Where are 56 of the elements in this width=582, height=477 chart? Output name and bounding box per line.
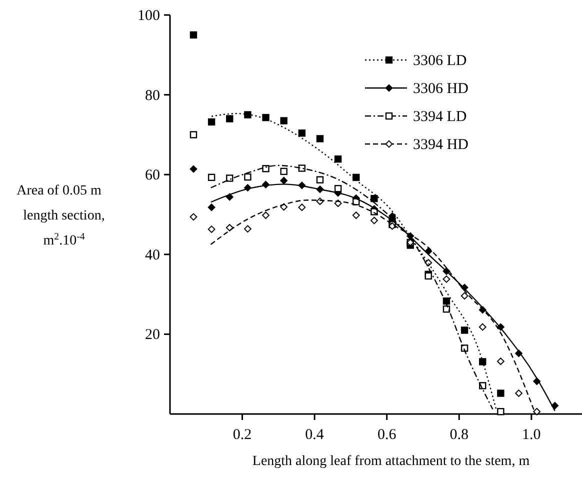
point (316, 135, 324, 142)
point (244, 225, 252, 233)
legend-label: 3306 HD (413, 81, 469, 97)
x-tick-label: 1.0 (522, 427, 541, 443)
point (208, 174, 216, 181)
point (352, 212, 360, 219)
x-axis-title: Length along leaf from attachment to the stem, m (252, 454, 530, 469)
y-tick-label: 80 (145, 88, 160, 104)
point (190, 213, 198, 221)
point (515, 390, 522, 397)
point (298, 164, 306, 172)
point (334, 155, 342, 163)
y-tick-label: 60 (145, 168, 160, 184)
x-tick-label: 0.8 (450, 427, 468, 443)
point (262, 165, 270, 172)
point (262, 114, 270, 122)
point (208, 118, 216, 126)
legend-label: 3394 HD (413, 137, 469, 153)
point (533, 408, 541, 416)
point (208, 204, 216, 212)
point (280, 117, 288, 124)
y-axis-title: Area of 0.05 m length section, m$^{2}$.10$^{-4}$ (16, 184, 105, 248)
point (352, 174, 360, 181)
point (298, 204, 306, 212)
point (370, 216, 378, 224)
point (208, 226, 216, 233)
y-tick-label: 20 (145, 327, 160, 344)
point (478, 323, 486, 331)
point (190, 31, 198, 39)
point (496, 358, 504, 366)
point (226, 174, 234, 182)
y-tick-label: 100 (138, 8, 160, 24)
point (226, 115, 234, 122)
legend-label: 3306 LD (413, 53, 467, 69)
point (298, 130, 306, 137)
point (460, 292, 468, 300)
legend-label: 3394 LD (413, 109, 467, 125)
x-tick-label: 0.6 (377, 427, 397, 443)
point (244, 111, 252, 118)
point (334, 184, 342, 192)
x-tick-label: 0.4 (305, 427, 324, 443)
point (190, 131, 198, 138)
point (190, 165, 198, 173)
x-tick-label: 0.2 (232, 427, 252, 443)
point (460, 326, 468, 334)
point (316, 176, 324, 184)
point (262, 212, 270, 219)
point (497, 390, 504, 397)
point (497, 408, 504, 416)
point (370, 194, 378, 202)
y-tick-label: 40 (145, 247, 160, 264)
point (442, 275, 450, 283)
point (280, 176, 288, 184)
point (479, 358, 486, 366)
point (244, 173, 252, 181)
point (280, 168, 288, 176)
